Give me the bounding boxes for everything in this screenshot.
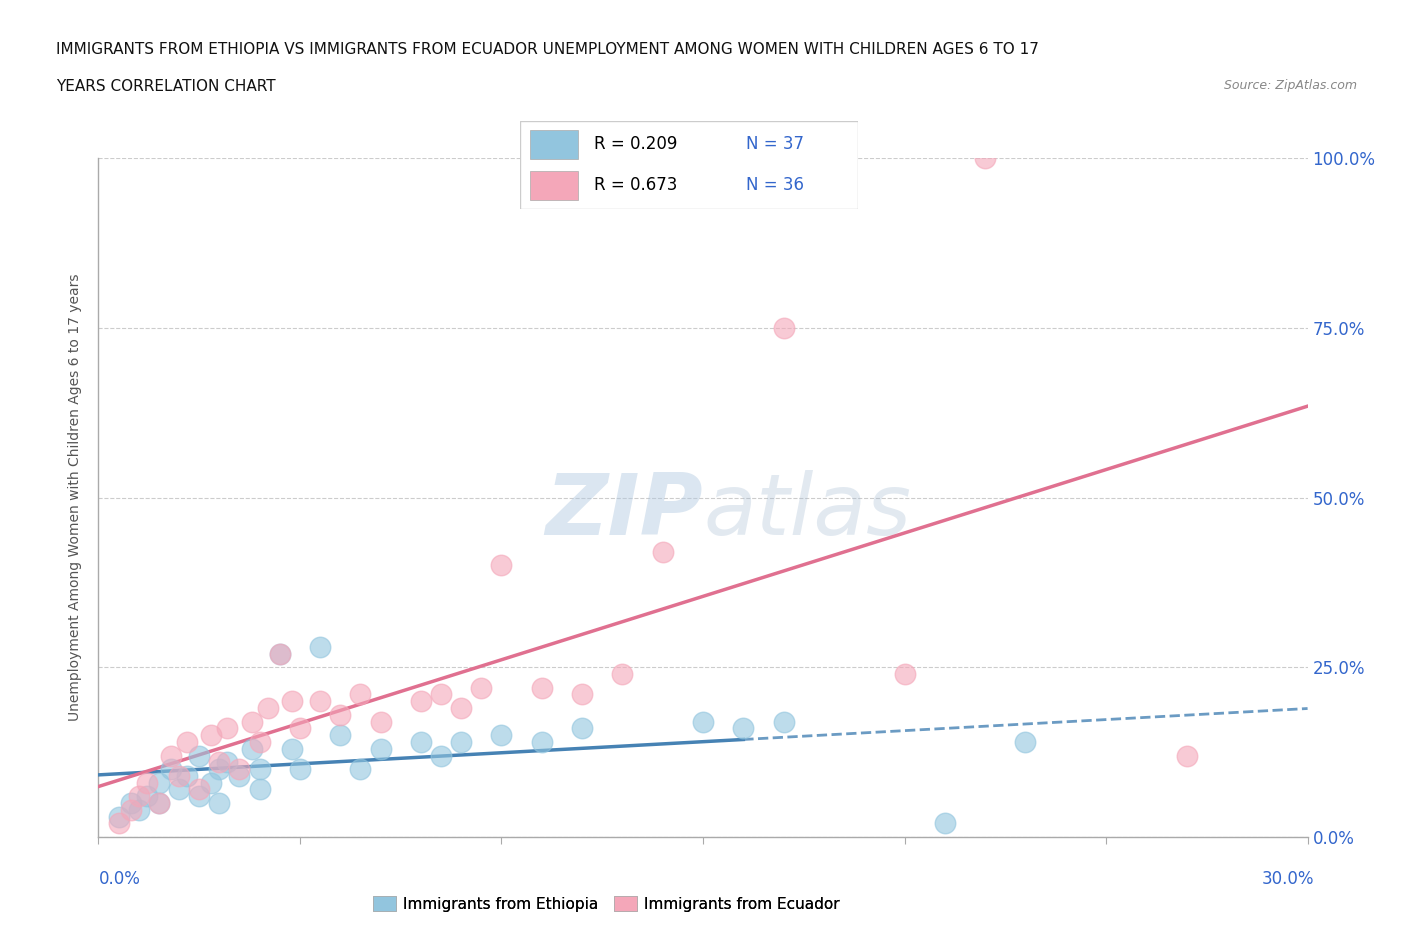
Point xyxy=(148,796,170,811)
Text: R = 0.209: R = 0.209 xyxy=(595,135,678,153)
Point xyxy=(160,748,183,763)
Point xyxy=(281,741,304,756)
Point xyxy=(135,789,157,804)
Point xyxy=(651,544,673,559)
Point xyxy=(249,762,271,777)
Point xyxy=(256,700,278,715)
Text: N = 36: N = 36 xyxy=(747,177,804,194)
Point xyxy=(370,741,392,756)
Point xyxy=(491,727,513,742)
Point xyxy=(188,782,211,797)
Point xyxy=(974,151,997,166)
Point xyxy=(120,803,142,817)
Point xyxy=(309,694,332,709)
Point xyxy=(176,735,198,750)
Point xyxy=(349,687,371,702)
Point xyxy=(450,735,472,750)
Point xyxy=(450,700,472,715)
Point xyxy=(491,558,513,573)
Point xyxy=(188,789,211,804)
Point xyxy=(148,776,170,790)
Point xyxy=(409,694,432,709)
Point xyxy=(200,776,222,790)
Point xyxy=(288,721,311,736)
Point xyxy=(733,721,755,736)
Point xyxy=(249,782,271,797)
Point xyxy=(240,741,263,756)
Y-axis label: Unemployment Among Women with Children Ages 6 to 17 years: Unemployment Among Women with Children A… xyxy=(69,273,83,722)
Point xyxy=(329,708,352,723)
Point xyxy=(530,680,553,695)
Text: N = 37: N = 37 xyxy=(747,135,804,153)
Point xyxy=(370,714,392,729)
Point xyxy=(309,640,332,655)
Point xyxy=(120,796,142,811)
Point xyxy=(107,816,129,830)
Point xyxy=(1175,748,1198,763)
Point xyxy=(135,776,157,790)
FancyBboxPatch shape xyxy=(520,121,858,209)
Point xyxy=(269,646,291,661)
Point xyxy=(772,320,794,336)
Point xyxy=(349,762,371,777)
Legend: Immigrants from Ethiopia, Immigrants from Ecuador: Immigrants from Ethiopia, Immigrants fro… xyxy=(367,889,846,918)
Point xyxy=(148,796,170,811)
Point xyxy=(188,748,211,763)
Point xyxy=(571,721,593,736)
Text: YEARS CORRELATION CHART: YEARS CORRELATION CHART xyxy=(56,79,276,94)
Point xyxy=(269,646,291,661)
Point xyxy=(934,816,956,830)
Point xyxy=(409,735,432,750)
Point xyxy=(208,755,231,770)
Point xyxy=(430,748,453,763)
FancyBboxPatch shape xyxy=(530,130,578,159)
Point xyxy=(530,735,553,750)
Point xyxy=(893,667,915,682)
Point xyxy=(1014,735,1036,750)
Text: IMMIGRANTS FROM ETHIOPIA VS IMMIGRANTS FROM ECUADOR UNEMPLOYMENT AMONG WOMEN WIT: IMMIGRANTS FROM ETHIOPIA VS IMMIGRANTS F… xyxy=(56,42,1039,57)
Point xyxy=(430,687,453,702)
Point xyxy=(228,762,250,777)
Point xyxy=(240,714,263,729)
Point xyxy=(167,768,190,783)
Point xyxy=(281,694,304,709)
Point xyxy=(571,687,593,702)
FancyBboxPatch shape xyxy=(530,171,578,201)
Point xyxy=(692,714,714,729)
Point xyxy=(128,789,150,804)
Point xyxy=(217,721,239,736)
Point xyxy=(160,762,183,777)
Text: ZIP: ZIP xyxy=(546,470,703,552)
Text: R = 0.673: R = 0.673 xyxy=(595,177,678,194)
Point xyxy=(167,782,190,797)
Point xyxy=(612,667,634,682)
Point xyxy=(228,768,250,783)
Point xyxy=(128,803,150,817)
Text: 0.0%: 0.0% xyxy=(98,870,141,888)
Point xyxy=(217,755,239,770)
Point xyxy=(208,762,231,777)
Point xyxy=(208,796,231,811)
Text: atlas: atlas xyxy=(703,470,911,552)
Point xyxy=(249,735,271,750)
Point xyxy=(288,762,311,777)
Text: 30.0%: 30.0% xyxy=(1263,870,1315,888)
Point xyxy=(470,680,492,695)
Text: Source: ZipAtlas.com: Source: ZipAtlas.com xyxy=(1223,79,1357,92)
Point xyxy=(107,809,129,824)
Point xyxy=(200,727,222,742)
Point xyxy=(772,714,794,729)
Point xyxy=(329,727,352,742)
Point xyxy=(176,768,198,783)
